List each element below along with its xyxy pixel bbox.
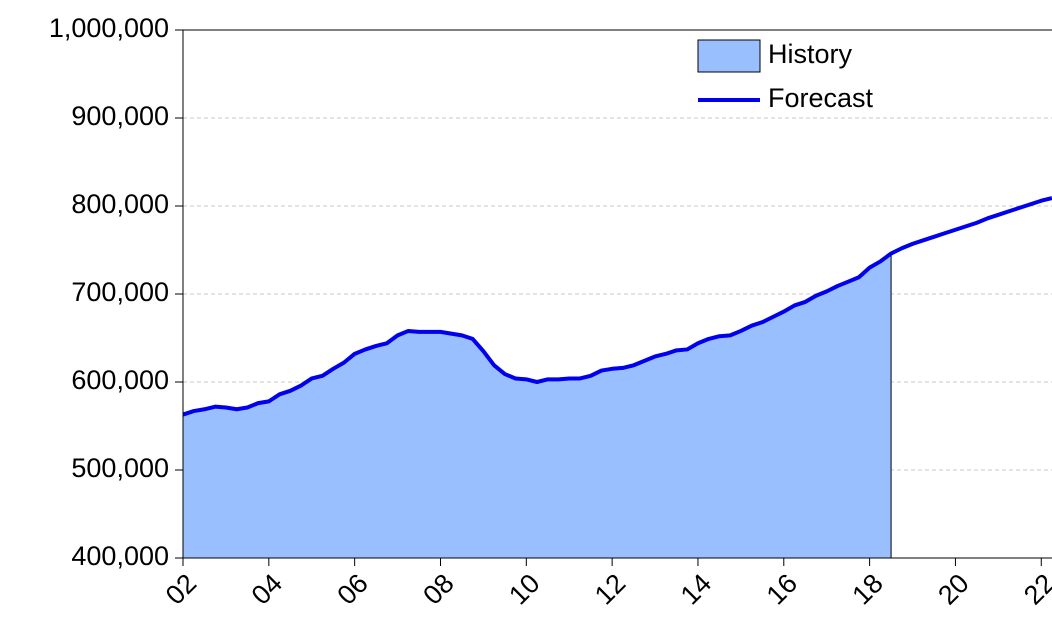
legend-label: History	[768, 39, 853, 69]
y-tick-label: 1,000,000	[49, 13, 169, 43]
y-tick-label: 400,000	[71, 541, 169, 571]
y-tick-label: 700,000	[71, 277, 169, 307]
plot-frame	[182, 29, 1052, 559]
y-tick-label: 500,000	[71, 453, 169, 483]
legend-swatch	[697, 39, 761, 73]
y-tick-label: 600,000	[71, 365, 169, 395]
forecast-line	[182, 196, 1052, 417]
y-tick-label: 800,000	[71, 189, 169, 219]
y-tick-label: 900,000	[71, 101, 169, 131]
legend-label: Forecast	[768, 83, 874, 113]
